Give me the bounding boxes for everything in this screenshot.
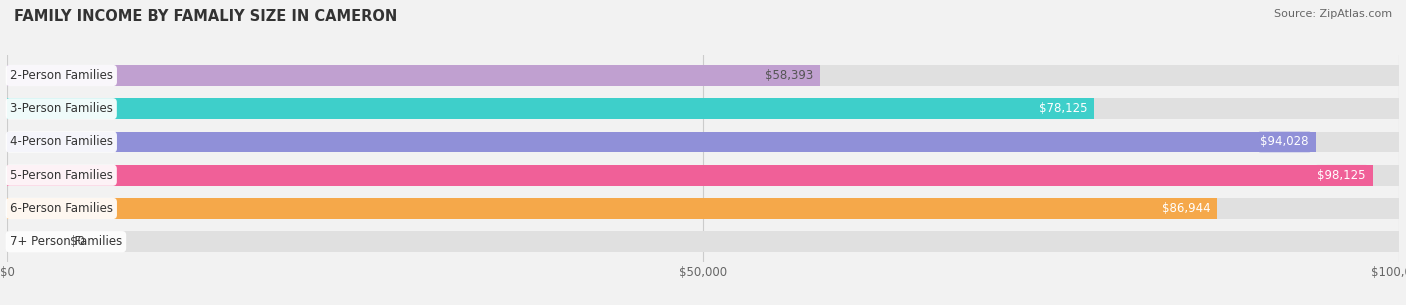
- Text: $98,125: $98,125: [1317, 169, 1365, 182]
- Text: 5-Person Families: 5-Person Families: [10, 169, 112, 182]
- Bar: [7, 99, 1094, 119]
- Bar: [7, 132, 1399, 152]
- Bar: [7, 65, 820, 86]
- Bar: [7, 132, 1316, 152]
- Text: $94,028: $94,028: [1260, 135, 1309, 149]
- Bar: [7, 231, 1399, 252]
- Text: $86,944: $86,944: [1161, 202, 1211, 215]
- Bar: [7, 165, 1399, 185]
- Text: 3-Person Families: 3-Person Families: [10, 102, 112, 115]
- Text: 2-Person Families: 2-Person Families: [10, 69, 112, 82]
- Bar: [7, 99, 1399, 119]
- Bar: [7, 198, 1399, 219]
- Text: 7+ Person Families: 7+ Person Families: [10, 235, 122, 248]
- Bar: [7, 65, 1399, 86]
- Bar: [7, 198, 1218, 219]
- Text: Source: ZipAtlas.com: Source: ZipAtlas.com: [1274, 9, 1392, 19]
- Text: $0: $0: [70, 235, 84, 248]
- Text: 6-Person Families: 6-Person Families: [10, 202, 112, 215]
- Text: FAMILY INCOME BY FAMALIY SIZE IN CAMERON: FAMILY INCOME BY FAMALIY SIZE IN CAMERON: [14, 9, 398, 24]
- Bar: [7, 165, 1372, 185]
- Text: $78,125: $78,125: [1039, 102, 1087, 115]
- Text: 4-Person Families: 4-Person Families: [10, 135, 112, 149]
- Text: $58,393: $58,393: [765, 69, 813, 82]
